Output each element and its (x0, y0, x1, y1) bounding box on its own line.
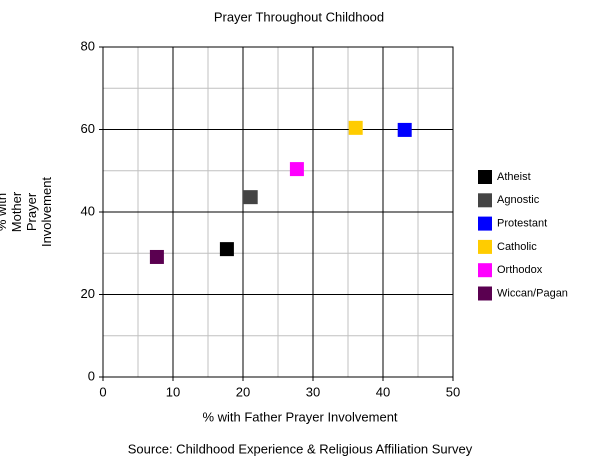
point (243, 190, 258, 205)
point (219, 242, 234, 257)
y-axis-label-line: Prayer (24, 192, 39, 231)
point (348, 120, 363, 135)
y-tick-label: 40 (81, 203, 95, 218)
x-tick-label: 30 (306, 384, 320, 399)
x-tick-label: 0 (99, 384, 106, 399)
legend-label: Orthodox (497, 264, 543, 276)
legend-label: Agnostic (497, 194, 540, 206)
legend-swatch (478, 193, 492, 208)
x-tick-label: 50 (446, 384, 460, 399)
y-tick-label: 20 (81, 286, 95, 301)
x-axis-label: % with Father Prayer Involvement (202, 409, 397, 424)
legend-label: Atheist (497, 171, 531, 183)
point (149, 249, 164, 264)
point (397, 122, 412, 137)
legend-swatch (478, 170, 492, 184)
x-tick-label: 20 (236, 384, 250, 399)
point (289, 162, 304, 177)
y-axis-label-line: Involvement (39, 177, 54, 247)
x-tick-label: 10 (166, 384, 180, 399)
source-note: Source: Childhood Experience & Religious… (128, 441, 473, 456)
x-tick-label: 40 (376, 384, 390, 399)
legend-swatch (478, 216, 492, 231)
legend-label: Protestant (497, 218, 547, 230)
legend-swatch (478, 263, 492, 278)
plot-frame (102, 46, 454, 378)
y-axis-label-line: Mother (9, 191, 24, 232)
y-tick-label: 60 (81, 121, 95, 136)
legend-swatch (478, 286, 492, 301)
y-tick-label: 80 (81, 38, 95, 53)
y-tick-label: 0 (88, 368, 95, 383)
y-axis-label-line: % with (0, 193, 9, 231)
legend-label: Catholic (497, 241, 537, 253)
legend-swatch (478, 239, 492, 254)
chart-title: Prayer Throughout Childhood (214, 9, 384, 24)
legend-label: Wiccan/Pagan (497, 287, 568, 299)
